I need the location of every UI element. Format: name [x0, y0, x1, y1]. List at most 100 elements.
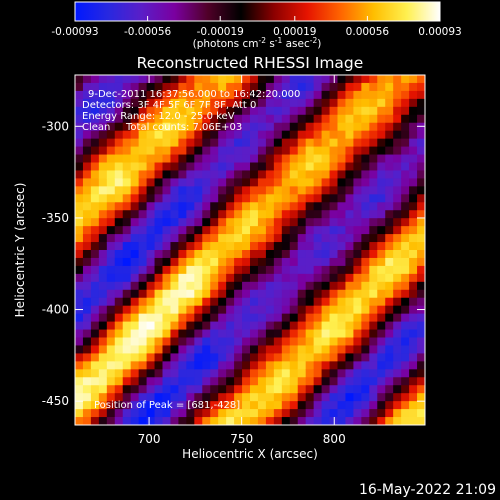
heatmap-cell: [226, 138, 235, 148]
heatmap-cell: [257, 106, 267, 116]
heatmap-cell: [409, 170, 418, 179]
heatmap-cell: [138, 186, 148, 195]
heatmap-cell: [281, 178, 291, 187]
heatmap-cell: [186, 417, 195, 425]
heatmap-cell: [122, 242, 132, 251]
heatmap-cell: [337, 106, 347, 116]
heatmap-cell: [146, 385, 156, 394]
heatmap-cell: [186, 297, 195, 307]
heatmap-cell: [194, 106, 203, 116]
heatmap-cell: [154, 138, 164, 148]
heatmap-cell: [146, 82, 156, 92]
heatmap-cell: [353, 353, 362, 362]
heatmap-cell: [178, 82, 187, 92]
heatmap-cell: [186, 114, 195, 124]
heatmap-cell: [218, 281, 227, 291]
heatmap-cell: [257, 305, 267, 315]
heatmap-cell: [154, 218, 164, 227]
heatmap-cell: [321, 377, 331, 386]
heatmap-cell: [170, 234, 179, 243]
heatmap-cell: [257, 345, 267, 354]
heatmap-cell: [194, 82, 203, 92]
heatmap-cell: [202, 409, 211, 418]
heatmap-cell: [194, 329, 203, 339]
heatmap-cell: [75, 75, 84, 84]
heatmap-cell: [257, 154, 267, 164]
heatmap-cell: [353, 265, 362, 275]
heatmap-cell: [90, 377, 100, 386]
heatmap-cell: [170, 385, 179, 394]
heatmap-cell: [273, 329, 283, 339]
heatmap-cell: [98, 202, 108, 211]
heatmap-cell: [75, 154, 84, 164]
heatmap-cell: [321, 345, 331, 354]
heatmap-cell: [377, 186, 386, 195]
heatmap-cell: [138, 154, 148, 164]
heatmap-cell: [114, 226, 124, 235]
heatmap-cell: [345, 170, 354, 179]
heatmap-cell: [130, 313, 140, 323]
heatmap-cell: [417, 114, 425, 124]
heatmap-cell: [385, 194, 394, 203]
heatmap-cell: [353, 297, 362, 307]
heatmap-cell: [186, 401, 195, 410]
heatmap-cell: [162, 122, 172, 132]
heatmap-cell: [210, 345, 219, 354]
heatmap-cell: [250, 75, 259, 84]
heatmap-cell: [345, 409, 354, 418]
heatmap-cell: [122, 90, 132, 100]
heatmap-cell: [90, 202, 100, 211]
heatmap-cell: [345, 226, 354, 235]
heatmap-cell: [242, 162, 251, 172]
heatmap-cell: [98, 98, 108, 108]
heatmap-cell: [385, 130, 394, 140]
heatmap-cell: [329, 162, 339, 172]
heatmap-cell: [154, 226, 164, 235]
heatmap-cell: [146, 257, 156, 267]
heatmap-cell: [162, 162, 172, 172]
heatmap-cell: [114, 281, 124, 291]
heatmap-cell: [234, 194, 243, 203]
heatmap-cell: [265, 98, 275, 108]
heatmap-cell: [90, 114, 100, 124]
heatmap-cell: [170, 114, 179, 124]
heatmap-cell: [75, 337, 84, 347]
heatmap-cell: [218, 297, 227, 307]
heatmap-cell: [130, 409, 140, 418]
heatmap-cell: [154, 401, 164, 410]
heatmap-cell: [409, 75, 418, 84]
heatmap-cell: [186, 345, 195, 354]
heatmap-cell: [106, 345, 116, 354]
heatmap-cell: [305, 385, 315, 394]
heatmap-cell: [417, 218, 425, 227]
heatmap-cell: [361, 234, 370, 243]
heatmap-cell: [98, 289, 108, 299]
heatmap-cell: [106, 130, 116, 140]
heatmap-cell: [353, 329, 362, 339]
heatmap-cell: [305, 194, 315, 203]
heatmap-cell: [329, 281, 339, 291]
heatmap-cell: [146, 305, 156, 315]
annotation-total-counts: Total counts: 7.06E+03: [125, 122, 242, 133]
heatmap-cell: [202, 114, 211, 124]
heatmap-cell: [329, 178, 339, 187]
heatmap-cell: [82, 401, 92, 410]
heatmap-cell: [106, 313, 116, 323]
heatmap-cell: [401, 257, 410, 267]
heatmap-cell: [329, 297, 339, 307]
heatmap-cell: [289, 353, 299, 362]
heatmap-cell: [417, 313, 425, 323]
heatmap-cell: [178, 250, 187, 259]
heatmap-cell: [234, 289, 243, 299]
heatmap-cell: [353, 202, 362, 211]
heatmap-cell: [313, 345, 323, 354]
heatmap-cell: [90, 138, 100, 148]
heatmap-cell: [250, 82, 259, 92]
heatmap-cell: [250, 106, 259, 116]
heatmap-cell: [106, 82, 116, 92]
heatmap-cell: [106, 250, 116, 259]
heatmap-cell: [98, 305, 108, 315]
heatmap-cell: [345, 210, 354, 219]
heatmap-cell: [337, 337, 347, 347]
heatmap-cell: [361, 273, 370, 283]
